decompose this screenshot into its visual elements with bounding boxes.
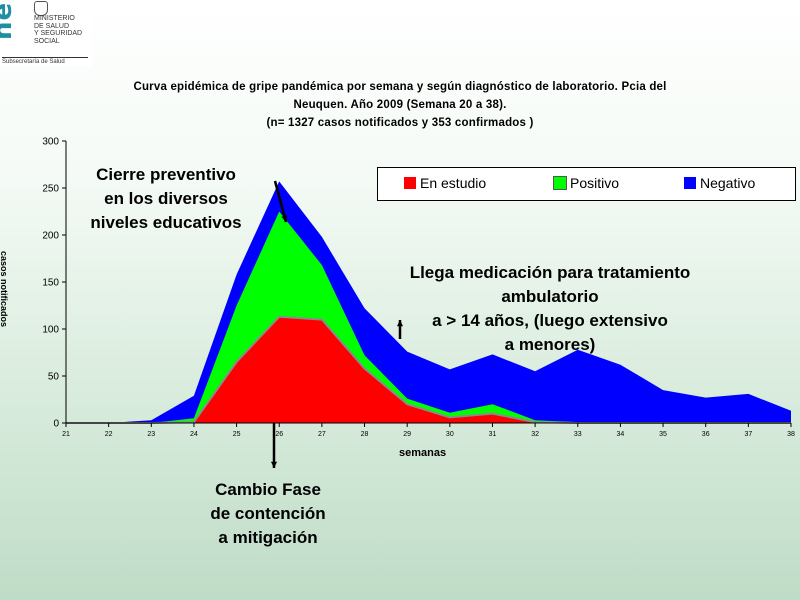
logo-org-text: MINISTERIO DE SALUD Y SEGURIDAD SOCIAL <box>34 15 83 45</box>
annotation-cambio-fase: Cambio Fase de contención a mitigación <box>210 480 326 547</box>
legend-swatch <box>553 176 567 190</box>
x-tick-label: 35 <box>659 431 667 438</box>
legend-item-negativo: Negativo <box>684 175 755 191</box>
arrow-cierre-head <box>281 215 288 222</box>
y-tick-label: 300 <box>42 137 59 148</box>
legend: En estudio Positivo Negativo <box>377 167 796 201</box>
arrow-cambio-fase-head <box>270 461 278 468</box>
y-tick-label: 0 <box>53 419 59 430</box>
logo-subtitle: Subsecretaría de Salud <box>2 57 88 65</box>
legend-swatch <box>684 177 696 189</box>
x-tick-label: 27 <box>318 431 326 438</box>
x-tick-label: 22 <box>105 431 113 438</box>
legend-item-positivo: Positivo <box>553 175 619 191</box>
y-tick-label: 50 <box>48 372 60 383</box>
x-tick-label: 32 <box>531 431 539 438</box>
x-tick-label: 24 <box>190 431 198 438</box>
x-axis-label: semanas <box>399 447 447 459</box>
y-tick-label: 150 <box>42 278 59 289</box>
x-tick-label: 37 <box>744 431 752 438</box>
x-tick-label: 25 <box>233 431 241 438</box>
x-tick-label: 30 <box>446 431 454 438</box>
x-tick-label: 31 <box>489 431 497 438</box>
legend-item-en-estudio: En estudio <box>404 175 486 191</box>
arrow-medicacion-head <box>396 320 404 327</box>
y-tick-label: 250 <box>42 184 59 195</box>
area-series-en-estudio <box>66 316 791 423</box>
legend-swatch <box>404 177 416 189</box>
y-tick-label: 100 <box>42 325 59 336</box>
x-tick-label: 29 <box>403 431 411 438</box>
x-tick-label: 21 <box>62 431 70 438</box>
y-tick-label: 200 <box>42 231 59 242</box>
arrow-cierre <box>273 180 288 223</box>
x-tick-label: 23 <box>147 431 155 438</box>
x-tick-label: 33 <box>574 431 582 438</box>
annotation-cierre-preventivo: Cierre preventivo en los diversos nivele… <box>90 165 242 232</box>
ministry-logo: neu MINISTERIO DE SALUD Y SEGURIDAD SOCI… <box>0 0 92 66</box>
x-tick-label: 34 <box>617 431 625 438</box>
x-tick-label: 36 <box>702 431 710 438</box>
annotation-medicacion: Llega medicación para tratamiento ambula… <box>409 263 691 354</box>
seal-icon <box>34 1 48 16</box>
x-tick-label: 26 <box>275 431 283 438</box>
x-tick-label: 38 <box>787 431 795 438</box>
chart-title: Curva epidémica de gripe pandémica por s… <box>133 81 667 129</box>
x-tick-label: 28 <box>361 431 369 438</box>
y-axis-label: casos notificados <box>0 250 10 328</box>
